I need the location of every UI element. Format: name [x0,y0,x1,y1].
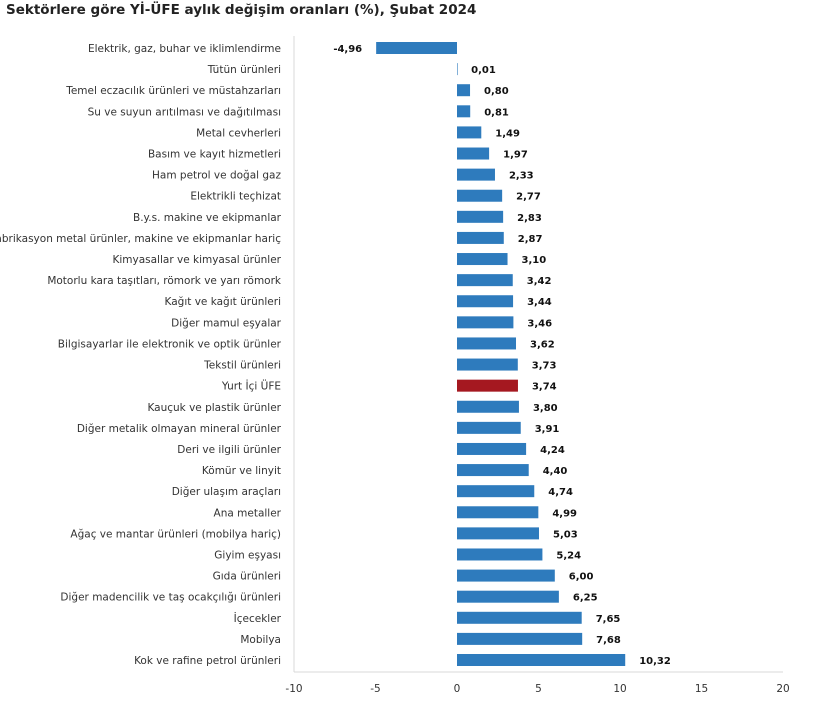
data-label: 4,24 [540,445,565,456]
data-label: 3,10 [522,255,547,266]
category-label: Tütün ürünleri [207,64,281,76]
data-label: 2,83 [517,213,542,224]
category-label: Kömür ve linyit [202,465,281,477]
data-label: 0,80 [484,86,509,97]
data-label: 4,74 [548,487,573,498]
bar [457,84,471,97]
bar [457,210,504,223]
category-label: Gıda ürünleri [213,571,281,583]
category-label: Deri ve ilgili ürünler [177,444,281,456]
data-label: 4,40 [543,466,568,477]
bar [457,253,508,266]
bar [457,548,543,561]
x-tick-label: 10 [613,683,626,695]
category-label: Metal cevherleri [196,127,281,139]
x-tick-label: 0 [454,683,461,695]
bar [457,337,517,350]
category-label: Diğer metalik olmayan mineral ürünler [77,423,282,435]
data-label: 2,33 [509,171,534,182]
data-label: 2,87 [518,234,543,245]
bar [457,105,471,118]
data-label: 3,91 [535,424,560,435]
data-label: 3,44 [527,297,552,308]
category-label: Ana metaller [214,507,282,519]
category-label: Kağıt ve kağıt ürünleri [165,296,281,308]
data-label: 0,01 [471,65,496,76]
bar [457,168,495,181]
x-tick-label: 20 [776,683,789,695]
bar [457,485,535,498]
bar [457,316,514,329]
data-label: 3,46 [527,318,552,329]
category-label: Ağaç ve mantar ürünleri (mobilya hariç) [70,528,281,540]
category-label: Motorlu kara taşıtları, römork ve yarı r… [47,275,282,287]
category-label: Elektrikli teçhizat [190,191,281,203]
bar [457,464,529,477]
bar [457,147,490,160]
data-label: 5,24 [556,550,581,561]
data-label: 0,81 [484,107,509,118]
chart-title: Sektörlere göre Yİ-ÜFE aylık değişim ora… [6,2,477,18]
bar [457,189,503,202]
bar [457,611,582,624]
bar [457,63,458,76]
bar [457,506,539,519]
data-label: 1,49 [495,128,520,139]
category-label: Fabrikasyon metal ürünler, makine ve eki… [0,233,281,245]
bar [457,654,626,666]
data-label: 6,25 [573,593,598,604]
data-label: 3,80 [533,403,558,414]
category-label: Mobilya [240,634,281,646]
data-label: 7,68 [596,635,621,646]
bar [457,632,583,645]
bar [376,42,457,54]
bar [457,379,518,392]
bar [457,590,559,603]
category-label: Elektrik, gaz, buhar ve iklimlendirme [88,43,281,55]
data-label: -4,96 [333,44,362,55]
data-label: 5,03 [553,529,578,540]
category-label: Bilgisayarlar ile elektronik ve optik ür… [58,338,282,350]
bar [457,527,539,540]
category-label: Diğer madencilik ve taş ocakçılığı ürünl… [60,592,281,604]
x-tick-label: -10 [285,683,302,695]
data-label: 3,74 [532,382,557,393]
x-tick-label: -5 [370,683,380,695]
bar [457,442,527,455]
category-label: Basım ve kayıt hizmetleri [148,149,281,161]
data-label: 6,00 [569,572,594,583]
category-label: Yurt İçi ÜFE [221,380,281,393]
data-label: 7,65 [596,614,621,625]
category-label: İçecekler [234,612,282,625]
category-label: Diğer mamul eşyalar [171,317,282,329]
bar [457,421,521,434]
data-label: 3,42 [527,276,552,287]
data-label: 3,62 [530,339,555,350]
bar [457,400,519,413]
category-label: Tekstil ürünleri [203,360,281,372]
category-label: Ham petrol ve doğal gaz [152,170,281,182]
bar [457,295,514,308]
bar [457,358,518,371]
data-label: 2,77 [516,192,541,203]
category-label: Diğer ulaşım araçları [172,486,281,498]
category-label: Kimyasallar ve kimyasal ürünler [112,254,281,266]
bar [457,274,513,287]
category-label: B.y.s. makine ve ekipmanlar [133,212,282,224]
bar [457,126,482,139]
bar [457,231,504,244]
category-label: Su ve suyun arıtılması ve dağıtılması [88,106,281,118]
x-tick-label: 15 [695,683,708,695]
category-label: Kauçuk ve plastik ürünler [147,402,281,414]
data-label: 10,32 [639,656,671,667]
category-label: Giyim eşyası [214,549,281,561]
category-label: Temel eczacılık ürünleri ve müstahzarlar… [65,85,281,97]
data-label: 4,99 [552,508,577,519]
bar [457,569,555,582]
category-label: Kok ve rafine petrol ürünleri [134,655,281,667]
data-label: 3,73 [532,361,557,372]
data-label: 1,97 [503,150,528,161]
x-tick-label: 5 [535,683,542,695]
